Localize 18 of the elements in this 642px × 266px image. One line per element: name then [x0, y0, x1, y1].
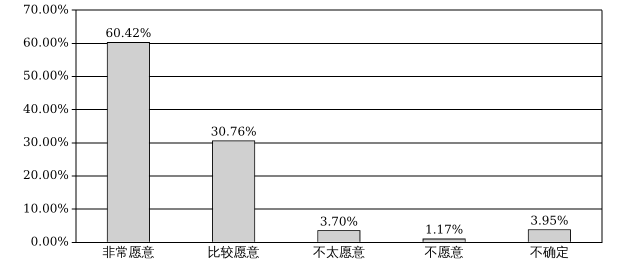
data-label: 30.76%: [210, 124, 257, 138]
y-tick-label: 40.00%: [22, 102, 69, 116]
data-label: 3.70%: [320, 214, 358, 228]
y-tick-label: 50.00%: [22, 68, 69, 83]
data-label: 3.95%: [530, 213, 568, 228]
y-tick-label: 10.00%: [22, 201, 69, 216]
y-tick-label: 30.00%: [22, 135, 69, 150]
x-tick-label: 不确定: [530, 246, 569, 261]
data-label: 60.42%: [105, 26, 152, 40]
data-label: 1.17%: [425, 222, 464, 237]
y-tick-label: 0.00%: [30, 234, 69, 249]
y-tick-label: 20.00%: [22, 168, 69, 182]
x-tick-label: 非常愿意: [102, 246, 154, 261]
x-tick-label: 不太愿意: [312, 246, 365, 261]
x-tick-label: 不愿意: [424, 246, 464, 261]
y-tick-label: 60.00%: [22, 35, 69, 50]
x-tick-label: 比较愿意: [208, 246, 260, 261]
y-tick-label: 70.00%: [22, 2, 69, 16]
